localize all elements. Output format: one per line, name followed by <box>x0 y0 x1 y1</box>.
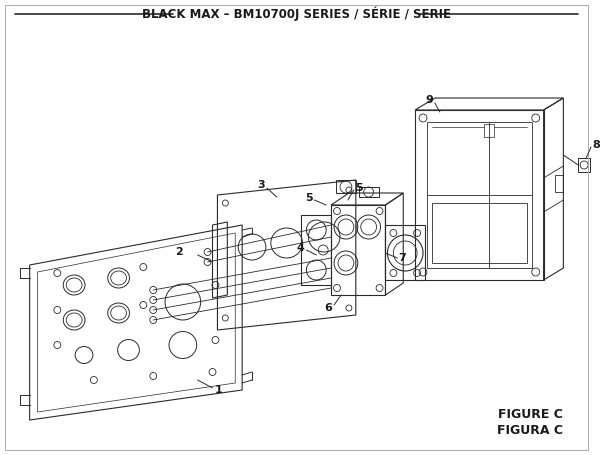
Text: 4: 4 <box>296 243 304 253</box>
Text: 6: 6 <box>324 303 332 313</box>
Text: FIGURE C: FIGURE C <box>499 409 563 421</box>
Text: 7: 7 <box>398 253 406 263</box>
Text: 9: 9 <box>425 95 433 105</box>
Text: FIGURA C: FIGURA C <box>497 424 563 436</box>
Text: 2: 2 <box>175 247 183 257</box>
Text: 1: 1 <box>214 385 222 395</box>
Text: 3: 3 <box>257 180 265 190</box>
Text: 5: 5 <box>305 193 313 203</box>
Text: 5: 5 <box>355 183 362 193</box>
Text: 8: 8 <box>592 140 600 150</box>
Text: BLACK MAX – BM10700J SERIES / SÉRIE / SERIE: BLACK MAX – BM10700J SERIES / SÉRIE / SE… <box>142 7 451 21</box>
